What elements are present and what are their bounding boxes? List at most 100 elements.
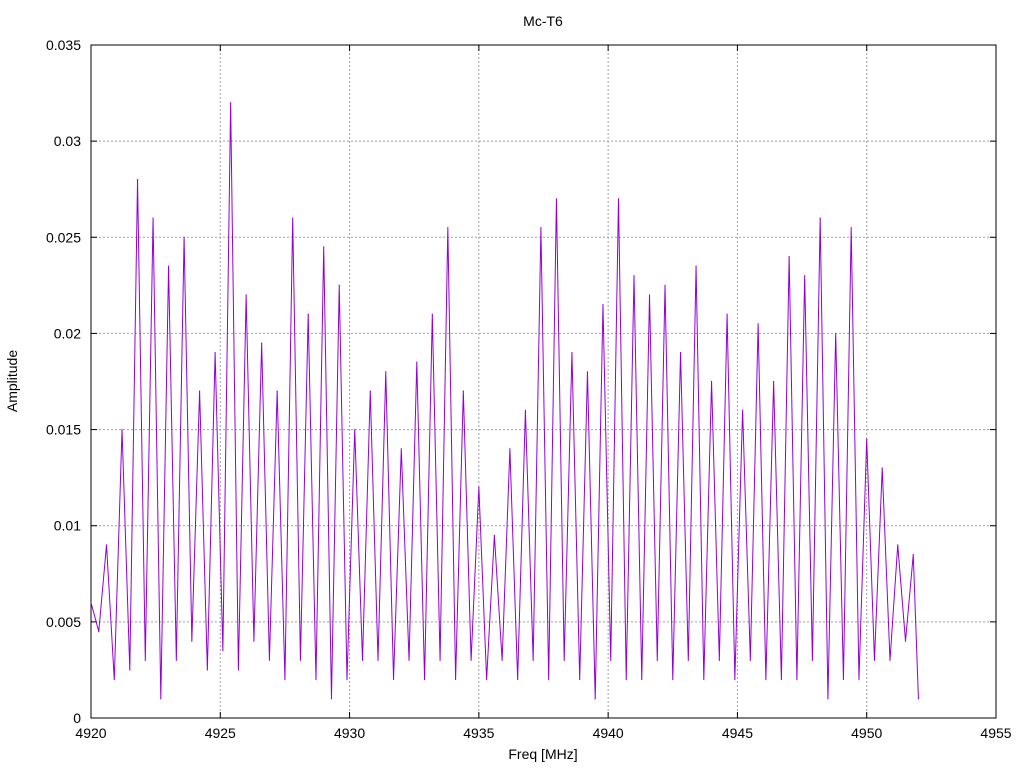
chart-title: Mc-T6: [523, 13, 563, 29]
data-point: [454, 678, 457, 681]
x-tick-label: 4955: [980, 725, 1011, 741]
y-tick-label: 0.005: [46, 614, 81, 630]
data-point: [90, 602, 92, 604]
y-tick-label: 0.015: [46, 422, 81, 438]
x-axis-title: Freq [MHz]: [508, 746, 577, 762]
data-point: [579, 678, 581, 681]
data-point: [656, 659, 658, 661]
data-point: [633, 275, 635, 277]
data-point: [850, 227, 852, 229]
data-point: [230, 102, 232, 104]
data-point: [757, 323, 759, 325]
data-point: [253, 640, 255, 642]
data-point: [710, 380, 713, 383]
data-point: [98, 630, 100, 633]
data-point: [540, 227, 542, 229]
data-point: [330, 698, 333, 700]
x-tick-label: 4940: [593, 725, 624, 741]
data-point: [679, 352, 682, 354]
data-point: [804, 275, 806, 277]
amplitude-series-line: [90, 102, 919, 699]
data-point: [447, 227, 449, 229]
data-point: [493, 534, 495, 536]
data-point: [276, 390, 278, 392]
data-point: [431, 313, 433, 315]
data-point: [292, 217, 294, 219]
data-point: [136, 179, 139, 181]
data-point: [827, 698, 829, 700]
data-point: [237, 669, 239, 671]
data-point: [586, 371, 589, 373]
data-point: [842, 678, 845, 681]
data-point: [377, 659, 379, 661]
axis-ticks: 4920 4925 4930 4935 4940 4945 4950 4955 0 0.005 0.…: [46, 37, 1012, 741]
data-point: [261, 342, 263, 344]
data-point: [354, 428, 356, 431]
data-point: [788, 255, 790, 258]
data-point: [687, 659, 689, 661]
data-point: [501, 659, 503, 661]
data-point: [873, 659, 876, 661]
y-tick-label: 0.03: [54, 133, 81, 149]
data-point: [765, 678, 767, 681]
data-point: [571, 352, 573, 354]
data-point: [866, 438, 868, 440]
data-point: [323, 246, 325, 248]
data-point: [385, 371, 387, 373]
data-point: [594, 698, 596, 700]
data-point: [532, 659, 534, 661]
data-point: [819, 217, 821, 219]
y-tick-label: 0: [73, 710, 81, 726]
data-point: [369, 390, 371, 392]
data-point: [113, 678, 115, 681]
data-point: [912, 553, 914, 556]
y-tick-label: 0.02: [54, 325, 81, 341]
data-point: [299, 659, 302, 661]
data-point: [346, 678, 348, 681]
data-point: [462, 390, 464, 392]
data-point: [625, 678, 627, 681]
data-point: [858, 678, 860, 681]
data-point: [917, 698, 920, 700]
data-point: [703, 678, 705, 681]
data-point: [129, 669, 131, 671]
data-point: [718, 659, 720, 661]
data-point: [563, 659, 565, 661]
data-point: [206, 669, 208, 671]
data-point: [889, 659, 891, 661]
data-point: [773, 380, 775, 383]
data-point: [664, 284, 666, 286]
data-point: [121, 428, 123, 431]
y-tick-label: 0.035: [46, 37, 81, 53]
data-point: [695, 265, 697, 267]
plot-frame: [90, 44, 997, 719]
data-point: [183, 236, 185, 238]
data-point: [881, 467, 883, 469]
data-point: [835, 332, 837, 335]
data-point: [904, 640, 907, 642]
data-point: [742, 409, 744, 411]
data-point: [423, 678, 426, 681]
data-point: [315, 678, 317, 681]
data-point: [175, 659, 177, 661]
x-tick-label: 4945: [722, 725, 753, 741]
grid-lines: [91, 45, 996, 718]
data-point: [191, 640, 193, 642]
data-point: [672, 678, 674, 681]
x-tick-label: 4950: [851, 725, 882, 741]
data-point: [199, 390, 201, 392]
data-point: [726, 313, 728, 315]
x-tick-label: 4935: [463, 725, 494, 741]
data-point: [416, 361, 418, 363]
x-tick-label: 4925: [205, 725, 236, 741]
data-point: [160, 698, 162, 700]
data-point: [307, 313, 309, 315]
data-point: [214, 352, 216, 354]
data-point: [602, 303, 604, 306]
data-point: [144, 659, 146, 661]
data-point: [105, 544, 108, 546]
data-point: [392, 678, 395, 681]
data-point: [780, 678, 782, 681]
data-point: [486, 678, 488, 681]
